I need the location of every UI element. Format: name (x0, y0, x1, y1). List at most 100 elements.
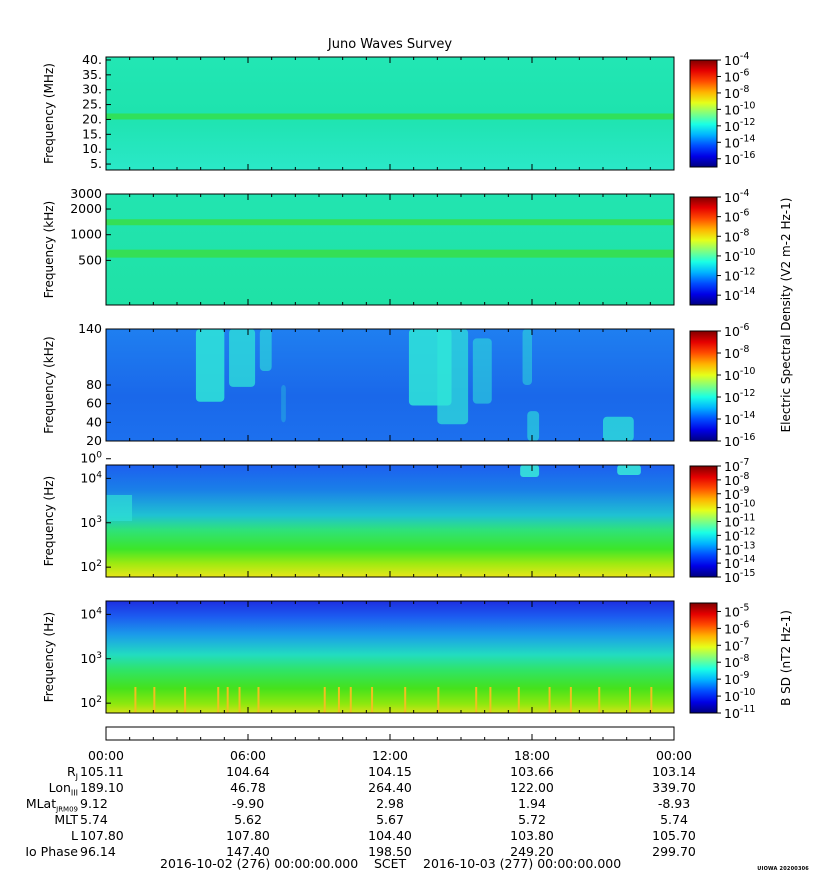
colorbar-tick-label: 10-12 (724, 388, 755, 405)
ephemeris-value: 103.80 (510, 828, 554, 843)
colorbar-tick-label: 10-8 (724, 84, 749, 101)
spectrogram-panel-5 (106, 601, 674, 713)
ephemeris-label: RJ (66, 764, 78, 782)
ephemeris-value: 189.10 (80, 780, 124, 795)
burst-spike (257, 687, 260, 713)
colorbar-tick-label: 10-14 (724, 410, 755, 427)
burst-spike (404, 687, 407, 713)
footer-end-time: 2016-10-03 (277) 00:00:00.000 (423, 856, 622, 871)
spectrogram-panel-2 (106, 194, 674, 305)
burst-spike (184, 687, 187, 713)
emission-burst (520, 465, 540, 477)
y-tick-label: 102 (80, 695, 102, 710)
time-axis-label: 18:00 (513, 748, 551, 763)
spectrogram-2 (106, 194, 674, 305)
spectrogram-panel-4 (106, 465, 674, 577)
emission-burst (617, 465, 641, 475)
y-axis-label: Frequency (Hz) (42, 476, 56, 567)
spectrogram-3 (106, 329, 674, 441)
ephemeris-label: LonIII (48, 780, 78, 798)
burst-spike (153, 687, 156, 713)
colorbar-tick-label: 10-9 (724, 670, 749, 687)
colorbar-tick-label: 10-14 (724, 286, 755, 303)
emission-burst (472, 338, 492, 404)
ephemeris-value: 104.15 (368, 764, 412, 779)
ephemeris-label: Io Phase (25, 844, 78, 859)
y-axis-label: Frequency (MHz) (42, 63, 56, 164)
burst-spike (629, 687, 632, 713)
y-tick-label: 103 (80, 515, 102, 530)
ephemeris-value: 103.66 (510, 764, 554, 779)
ephemeris-value: 105.70 (652, 828, 696, 843)
ephemeris-label: MLatJRM09 (25, 796, 78, 814)
burst-spike (569, 687, 572, 713)
burst-spike (489, 687, 492, 713)
time-axis-label: 00:00 (87, 748, 125, 763)
colorbar-tick-label: 10-6 (724, 322, 749, 339)
emission-burst (603, 416, 634, 441)
burst-spike (517, 687, 520, 713)
ephemeris-value: 198.50 (368, 844, 412, 859)
colorbar-tick-label: 10-10 (724, 247, 755, 264)
y-tick-label: 102 (80, 559, 102, 574)
spectrogram-4 (106, 465, 674, 577)
ephemeris-value: 107.80 (226, 828, 270, 843)
y-tick-label: 30. (82, 82, 102, 97)
emission-burst (281, 385, 286, 423)
colorbar-tick-label: 10-4 (724, 188, 749, 205)
colorbar-tick-label: 10-6 (724, 67, 749, 84)
band-1400khz (106, 219, 674, 226)
ephemeris-value: 5.74 (660, 812, 688, 827)
colorbar-label: B SD (nT2 Hz-1) (779, 610, 793, 706)
colorbar-tick-label: 10-8 (724, 344, 749, 361)
emission-burst (195, 329, 225, 402)
emission-burst (259, 329, 272, 371)
emission-burst (437, 329, 469, 425)
band-21mhz (106, 113, 674, 120)
ephemeris-value: 103.14 (652, 764, 696, 779)
ephemeris-value: 105.11 (80, 764, 124, 779)
ephemeris-value: 9.12 (80, 796, 108, 811)
ephemeris-value: 2.98 (376, 796, 404, 811)
spectrogram-5 (106, 601, 674, 713)
colorbar-label: Electric Spectral Density (V2 m-2 Hz-1) (779, 198, 793, 433)
ephemeris-value: 264.40 (368, 780, 412, 795)
ephemeris-value: 5.72 (518, 812, 546, 827)
burst-spike (134, 687, 137, 713)
colorbar-4: 10-1510-1410-1310-1210-1110-1010-910-810… (689, 457, 755, 585)
time-axis-label: 06:00 (229, 748, 267, 763)
colorbar-tick-label: 10-10 (724, 687, 755, 704)
burst-spike (226, 687, 229, 713)
y-tick-label: 1000 (70, 227, 102, 242)
y-tick-label: 2000 (70, 201, 102, 216)
y-tick-label: 20. (82, 111, 102, 126)
colorbar-tick-label: 10-4 (724, 51, 749, 68)
colorbar-tick-label: 10-6 (724, 208, 749, 225)
burst-spike (238, 687, 241, 713)
ephemeris-value: -8.93 (657, 796, 691, 811)
colorbar-tick-label: 10-16 (724, 432, 755, 449)
ephemeris-value: 147.40 (226, 844, 270, 859)
colorbar-tick-label: 10-7 (724, 636, 749, 653)
colorbar-tick-label: 10-12 (724, 267, 755, 284)
y-axis-label: Frequency (kHz) (42, 336, 56, 433)
y-axis-label: Frequency (Hz) (42, 612, 56, 703)
y-tick-label: 500 (78, 252, 102, 267)
colorbar-tick-label: 10-11 (724, 704, 755, 721)
ephemeris-label: L (71, 828, 78, 843)
ephemeris-label: MLT (54, 812, 78, 827)
y-tick-label: 103 (80, 651, 102, 666)
ephemeris-value: 5.62 (234, 812, 262, 827)
ephemeris-value: 5.74 (80, 812, 108, 827)
spectrogram-panel-3 (106, 329, 674, 441)
y-tick-label: 25. (82, 97, 102, 112)
ephemeris-value: 1.94 (518, 796, 546, 811)
y-tick-label: 35. (82, 67, 102, 82)
emission-burst (527, 411, 540, 441)
chart-title: Juno Waves Survey (327, 37, 453, 52)
stamp: UIOWA 20200306 (757, 866, 809, 872)
ephemeris-value: 5.67 (376, 812, 404, 827)
y-tick-label: 104 (80, 606, 102, 621)
y-axis-label: Frequency (kHz) (42, 201, 56, 298)
